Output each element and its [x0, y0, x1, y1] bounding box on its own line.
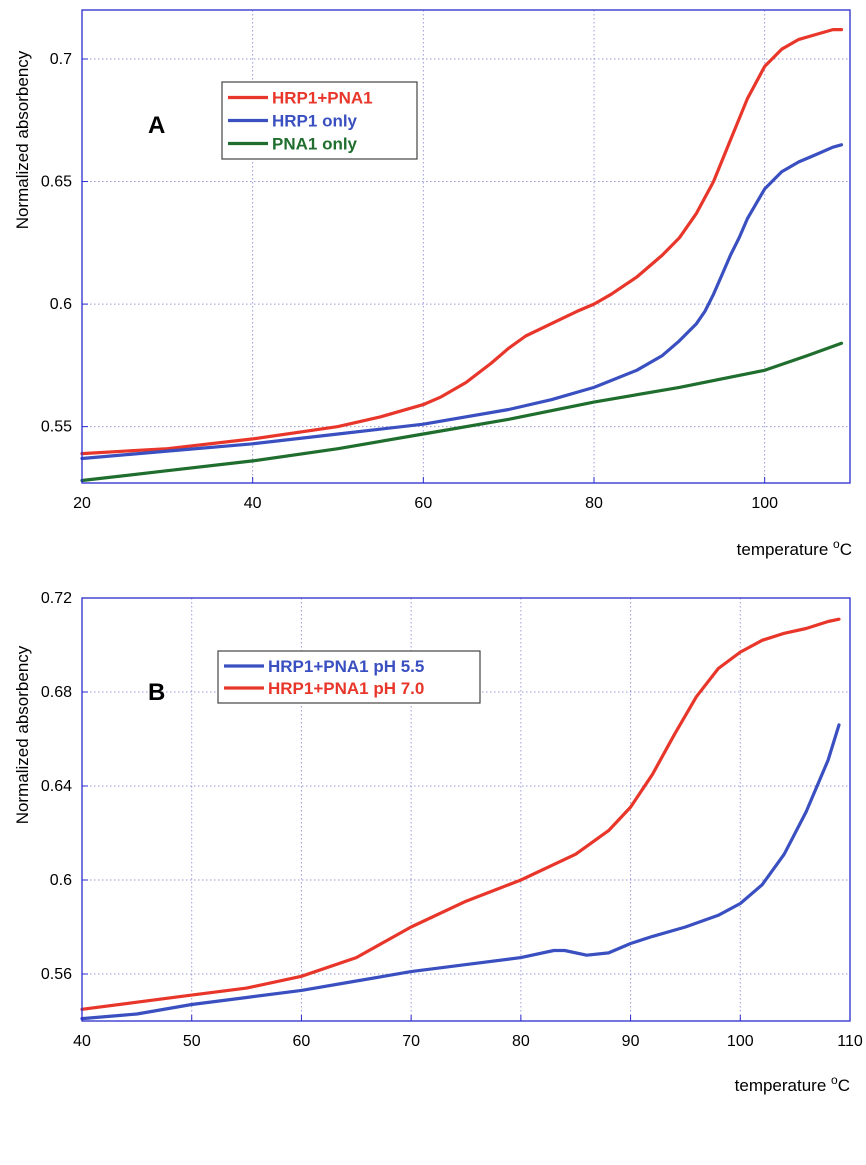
y-tick-label: 0.7: [50, 51, 72, 68]
legend-label: PNA1 only: [272, 135, 358, 154]
panel-label: B: [148, 679, 165, 706]
y-tick-label: 0.68: [41, 684, 72, 701]
legend-label: HRP1+PNA1: [272, 89, 373, 108]
x-tick-label: 50: [183, 1033, 201, 1050]
series-line-2: [80, 617, 841, 1011]
x-tick-label: 80: [585, 495, 603, 512]
y-tick-label: 0.6: [50, 872, 72, 889]
x-tick-label: 80: [512, 1033, 530, 1050]
legend: HRP1+PNA1 HRP1 only PNA1 only: [221, 81, 418, 160]
x-tick-label: 40: [244, 495, 262, 512]
x-tick-label: 100: [727, 1033, 754, 1050]
x-tick-label: 20: [73, 495, 91, 512]
legend: HRP1+PNA1 pH 5.5 HRP1+PNA1 pH 7.0: [217, 650, 481, 704]
series-line-1: [80, 723, 841, 1021]
y-tick-label: 0.55: [41, 419, 72, 436]
y-tick-label: 0.65: [41, 174, 72, 191]
y-axis-label: Normalized absorbency: [13, 645, 32, 824]
x-tick-label: 60: [293, 1033, 311, 1050]
y-tick-label: 0.64: [41, 778, 72, 795]
x-axis-label: temperature oC: [737, 537, 852, 559]
x-tick-label: 60: [414, 495, 432, 512]
x-tick-label: 90: [622, 1033, 640, 1050]
x-tick-label: 110: [837, 1033, 863, 1050]
chart-panel-a: 20 40 60 80 100 0.55 0.6 0.65 0.7 Normalized abso…: [13, 9, 852, 559]
legend-box: [217, 650, 481, 704]
series-line-3: [80, 341, 844, 483]
y-axis-label: Normalized absorbency: [13, 50, 32, 229]
x-tick-label: 100: [751, 495, 778, 512]
chart-panel-b: 40 50 60 70 80 90 100 110 0.56 0.6 0.64 0.68 0.72 Nor…: [13, 590, 863, 1095]
legend-label: HRP1 only: [272, 112, 358, 131]
plot-frame: [81, 9, 851, 484]
x-tick-label: 70: [402, 1033, 420, 1050]
panel-label: A: [148, 112, 165, 139]
legend-label: HRP1+PNA1 pH 7.0: [268, 679, 424, 698]
legend-label: HRP1+PNA1 pH 5.5: [268, 657, 424, 676]
y-tick-label: 0.56: [41, 966, 72, 983]
series-line-1: [80, 28, 844, 456]
y-tick-label: 0.6: [50, 296, 72, 313]
x-tick-label: 40: [73, 1033, 91, 1050]
series-line-2: [80, 143, 844, 461]
y-tick-label: 0.72: [41, 590, 72, 607]
plot-frame: [81, 597, 851, 1022]
x-axis-label: temperature oC: [735, 1073, 850, 1095]
